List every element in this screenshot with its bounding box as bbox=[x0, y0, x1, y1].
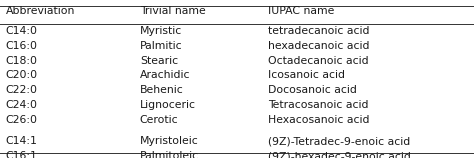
Text: Hexacosanoic acid: Hexacosanoic acid bbox=[268, 115, 369, 125]
Text: Behenic: Behenic bbox=[140, 85, 183, 95]
Text: Palmitoleic: Palmitoleic bbox=[140, 151, 199, 158]
Text: C16:1: C16:1 bbox=[6, 151, 37, 158]
Text: Octadecanoic acid: Octadecanoic acid bbox=[268, 56, 368, 66]
Text: Arachidic: Arachidic bbox=[140, 70, 191, 80]
Text: tetradecanoic acid: tetradecanoic acid bbox=[268, 26, 369, 36]
Text: C14:1: C14:1 bbox=[6, 136, 37, 146]
Text: Tetracosanoic acid: Tetracosanoic acid bbox=[268, 100, 368, 110]
Text: Trivial name: Trivial name bbox=[140, 6, 206, 15]
Text: Abbreviation: Abbreviation bbox=[6, 6, 75, 15]
Text: C14:0: C14:0 bbox=[6, 26, 38, 36]
Text: hexadecanoic acid: hexadecanoic acid bbox=[268, 41, 369, 51]
Text: Stearic: Stearic bbox=[140, 56, 178, 66]
Text: Lignoceric: Lignoceric bbox=[140, 100, 196, 110]
Text: C20:0: C20:0 bbox=[6, 70, 38, 80]
Text: C24:0: C24:0 bbox=[6, 100, 38, 110]
Text: C16:0: C16:0 bbox=[6, 41, 38, 51]
Text: C18:0: C18:0 bbox=[6, 56, 38, 66]
Text: Myristic: Myristic bbox=[140, 26, 182, 36]
Text: C22:0: C22:0 bbox=[6, 85, 38, 95]
Text: Palmitic: Palmitic bbox=[140, 41, 182, 51]
Text: (9Z)-hexadec-9-enoic acid: (9Z)-hexadec-9-enoic acid bbox=[268, 151, 410, 158]
Text: (9Z)-Tetradec-9-enoic acid: (9Z)-Tetradec-9-enoic acid bbox=[268, 136, 410, 146]
Text: Cerotic: Cerotic bbox=[140, 115, 178, 125]
Text: Icosanoic acid: Icosanoic acid bbox=[268, 70, 345, 80]
Text: C26:0: C26:0 bbox=[6, 115, 38, 125]
Text: Myristoleic: Myristoleic bbox=[140, 136, 199, 146]
Text: IUPAC name: IUPAC name bbox=[268, 6, 334, 15]
Text: Docosanoic acid: Docosanoic acid bbox=[268, 85, 356, 95]
